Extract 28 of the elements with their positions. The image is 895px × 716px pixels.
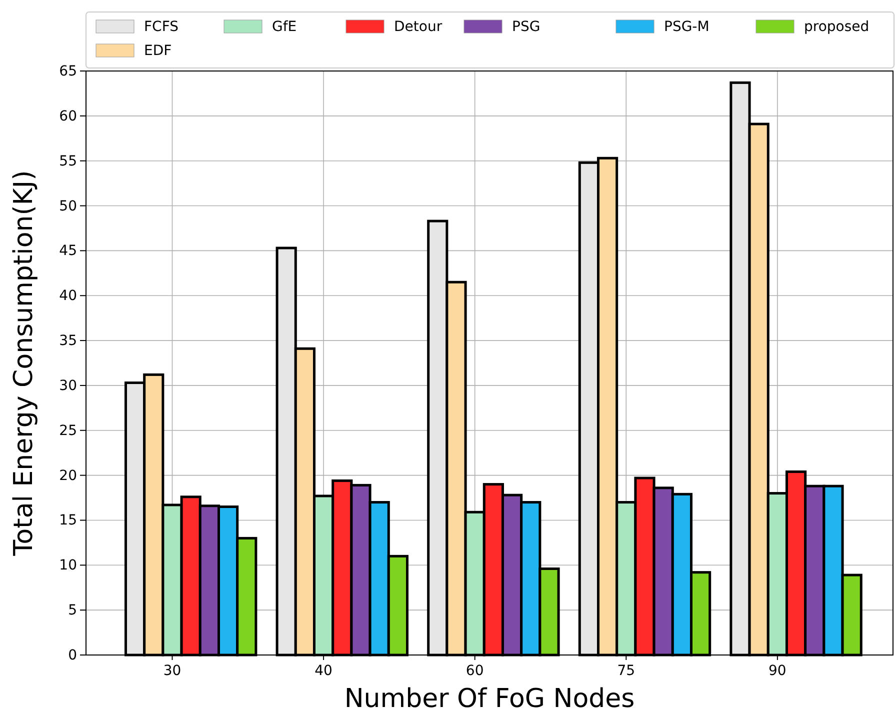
y-tick-label: 50 <box>59 198 77 214</box>
y-tick-label: 60 <box>59 108 77 124</box>
y-tick-label: 0 <box>68 647 77 664</box>
x-tick-label: 60 <box>466 663 484 679</box>
legend-label: PSG <box>512 19 540 35</box>
y-tick-label: 10 <box>59 558 77 574</box>
y-tick-label: 5 <box>68 602 77 619</box>
y-axis-title: Total Energy Consumption(KJ) <box>9 170 39 557</box>
x-tick-label: 30 <box>163 663 182 679</box>
legend-label: EDF <box>144 43 172 59</box>
x-tick-label: 75 <box>617 663 636 679</box>
x-axis-title: Number Of FoG Nodes <box>344 684 635 714</box>
legend-label: GfE <box>272 19 297 35</box>
legend-label: PSG-M <box>664 19 710 35</box>
x-tick-label: 40 <box>314 663 332 679</box>
y-tick-label: 15 <box>59 512 77 529</box>
y-tick-label: 55 <box>59 153 77 170</box>
y-tick-label: 45 <box>59 243 77 260</box>
y-tick-label: 20 <box>59 468 77 484</box>
legend-label: FCFS <box>144 19 179 35</box>
y-tick-label: 25 <box>59 422 77 439</box>
y-tick-label: 30 <box>59 378 77 394</box>
y-tick-label: 65 <box>59 63 77 80</box>
y-tick-label: 40 <box>59 288 77 304</box>
y-tick-label: 35 <box>59 333 77 350</box>
legend-label: Detour <box>394 19 442 35</box>
x-tick-label: 90 <box>768 663 786 679</box>
legend-label: proposed <box>804 19 870 35</box>
